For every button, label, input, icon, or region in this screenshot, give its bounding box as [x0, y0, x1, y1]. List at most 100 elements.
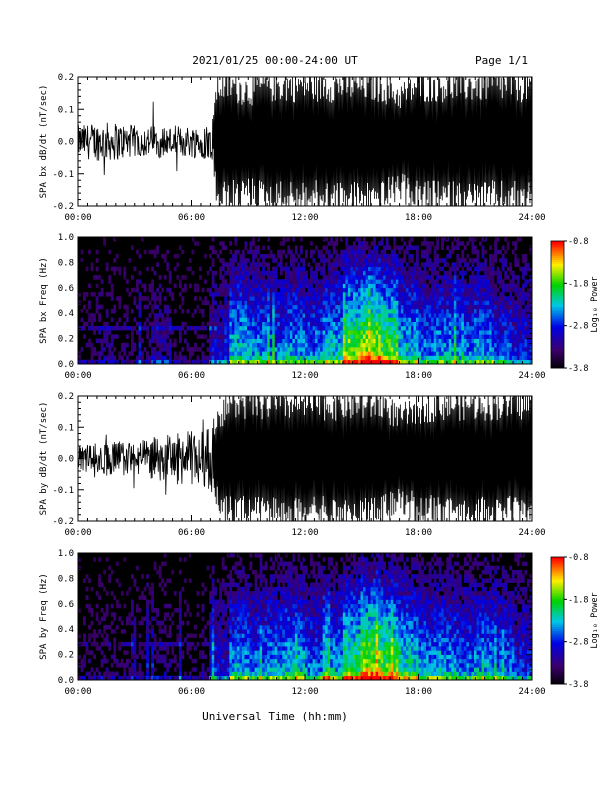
spectrogram-cell	[103, 326, 106, 331]
spectrogram-cell	[103, 617, 106, 622]
spectrogram-cell	[260, 292, 263, 297]
spectrogram-cell	[186, 646, 189, 651]
spectrogram-cell	[431, 313, 434, 318]
spectrogram-cell	[368, 347, 371, 352]
spectrogram-cell	[96, 633, 99, 638]
spectrogram-cell	[335, 322, 338, 327]
spectrogram-cell	[376, 250, 379, 255]
spectrogram-cell	[305, 305, 308, 310]
spectrogram-cell	[408, 245, 411, 250]
spectrogram-cell	[302, 334, 305, 339]
spectrogram-cell	[497, 267, 500, 272]
spectrogram-cell	[504, 250, 507, 255]
spectrogram-cell	[348, 262, 351, 267]
y-tick-label: -0.2	[52, 202, 74, 212]
spectrogram-cell	[340, 309, 343, 314]
spectrogram-cell	[164, 326, 167, 331]
series-line	[78, 387, 532, 531]
spectrogram-cell	[512, 317, 515, 322]
spectrogram-cell	[252, 309, 255, 314]
spectrogram-cell	[212, 672, 215, 677]
spectrogram-cell	[360, 339, 363, 344]
spectrogram-cell	[287, 351, 290, 356]
spectrogram-cell	[489, 347, 492, 352]
spectrogram-cell	[252, 237, 255, 242]
spectrogram-cell	[229, 351, 232, 356]
spectrogram-cell	[300, 271, 303, 276]
spectrogram-cell	[358, 351, 361, 356]
spectrogram-cell	[227, 326, 230, 331]
spectrogram-cell	[338, 330, 341, 335]
spectrogram-cell	[141, 326, 144, 331]
spectrogram-cell	[345, 356, 348, 361]
spectrogram-cell	[141, 650, 144, 655]
spectrogram-cell	[419, 351, 422, 356]
spectrogram-cell	[381, 279, 384, 284]
spectrogram-cell	[444, 317, 447, 322]
spectrogram-cell	[121, 343, 124, 348]
spectrogram-cell	[219, 655, 222, 660]
spectrogram-cell	[408, 292, 411, 297]
spectrogram-cell	[466, 305, 469, 310]
spectrogram-cell	[391, 326, 394, 331]
spectrogram-cell	[106, 334, 109, 339]
spectrogram-cell	[242, 334, 245, 339]
spectrogram-cell	[222, 343, 225, 348]
spectrogram-cell	[502, 284, 505, 289]
spectrogram-cell	[106, 322, 109, 327]
spectrogram-cell	[255, 305, 258, 310]
spectrogram-cell	[363, 330, 366, 335]
spectrogram-cell	[348, 271, 351, 276]
spectrogram-cell	[199, 672, 202, 677]
spectrogram-cell	[194, 296, 197, 301]
spectrogram-cell	[348, 317, 351, 322]
spectrogram-cell	[343, 309, 346, 314]
spectrogram-cell	[514, 339, 517, 344]
spectrogram-cell	[315, 326, 318, 331]
spectrogram-cell	[348, 275, 351, 280]
spectrogram-cell	[244, 267, 247, 272]
spectrogram-cell	[91, 608, 94, 613]
spectrogram-cell	[212, 279, 215, 284]
spectrogram-cell	[292, 339, 295, 344]
spectrogram-cell	[265, 254, 268, 259]
spectrogram-cell	[224, 271, 227, 276]
spectrogram-cell	[310, 292, 313, 297]
spectrogram-cell	[111, 655, 114, 660]
spectrogram-cell	[267, 288, 270, 293]
spectrogram-cell	[325, 305, 328, 310]
spectrogram-cell	[429, 296, 432, 301]
spectrogram-cell	[297, 292, 300, 297]
spectrogram-cell	[439, 317, 442, 322]
spectrogram-cell	[323, 258, 326, 263]
spectrogram-cell	[419, 279, 422, 284]
spectrogram-cell	[358, 326, 361, 331]
spectrogram-cell	[219, 275, 222, 280]
spectrogram-cell	[280, 347, 283, 352]
spectrogram-cell	[424, 250, 427, 255]
spectrogram-cell	[489, 339, 492, 344]
spectrogram-cell	[338, 356, 341, 361]
spectrogram-cell	[171, 650, 174, 655]
spectrogram-cell	[492, 317, 495, 322]
spectrogram-cell	[499, 275, 502, 280]
spectrogram-cell	[272, 326, 275, 331]
spectrogram-cell	[446, 296, 449, 301]
spectrogram-cell	[340, 334, 343, 339]
spectrogram-cell	[234, 330, 237, 335]
spectrogram-cell	[295, 279, 298, 284]
spectrogram-cell	[517, 296, 520, 301]
spectrogram-cell	[96, 301, 99, 306]
spectrogram-cell	[363, 250, 366, 255]
spectrogram-cell	[441, 339, 444, 344]
spectrogram-cell	[484, 279, 487, 284]
spectrogram-cell	[186, 608, 189, 613]
spectrogram-cell	[88, 301, 91, 306]
spectrogram-cell	[429, 262, 432, 267]
spectrogram-cell	[93, 292, 96, 297]
spectrogram-cell	[111, 621, 114, 626]
spectrogram-cell	[123, 322, 126, 327]
spectrogram-cell	[252, 279, 255, 284]
spectrogram-cell	[257, 271, 260, 276]
spectrogram-cell	[454, 322, 457, 327]
